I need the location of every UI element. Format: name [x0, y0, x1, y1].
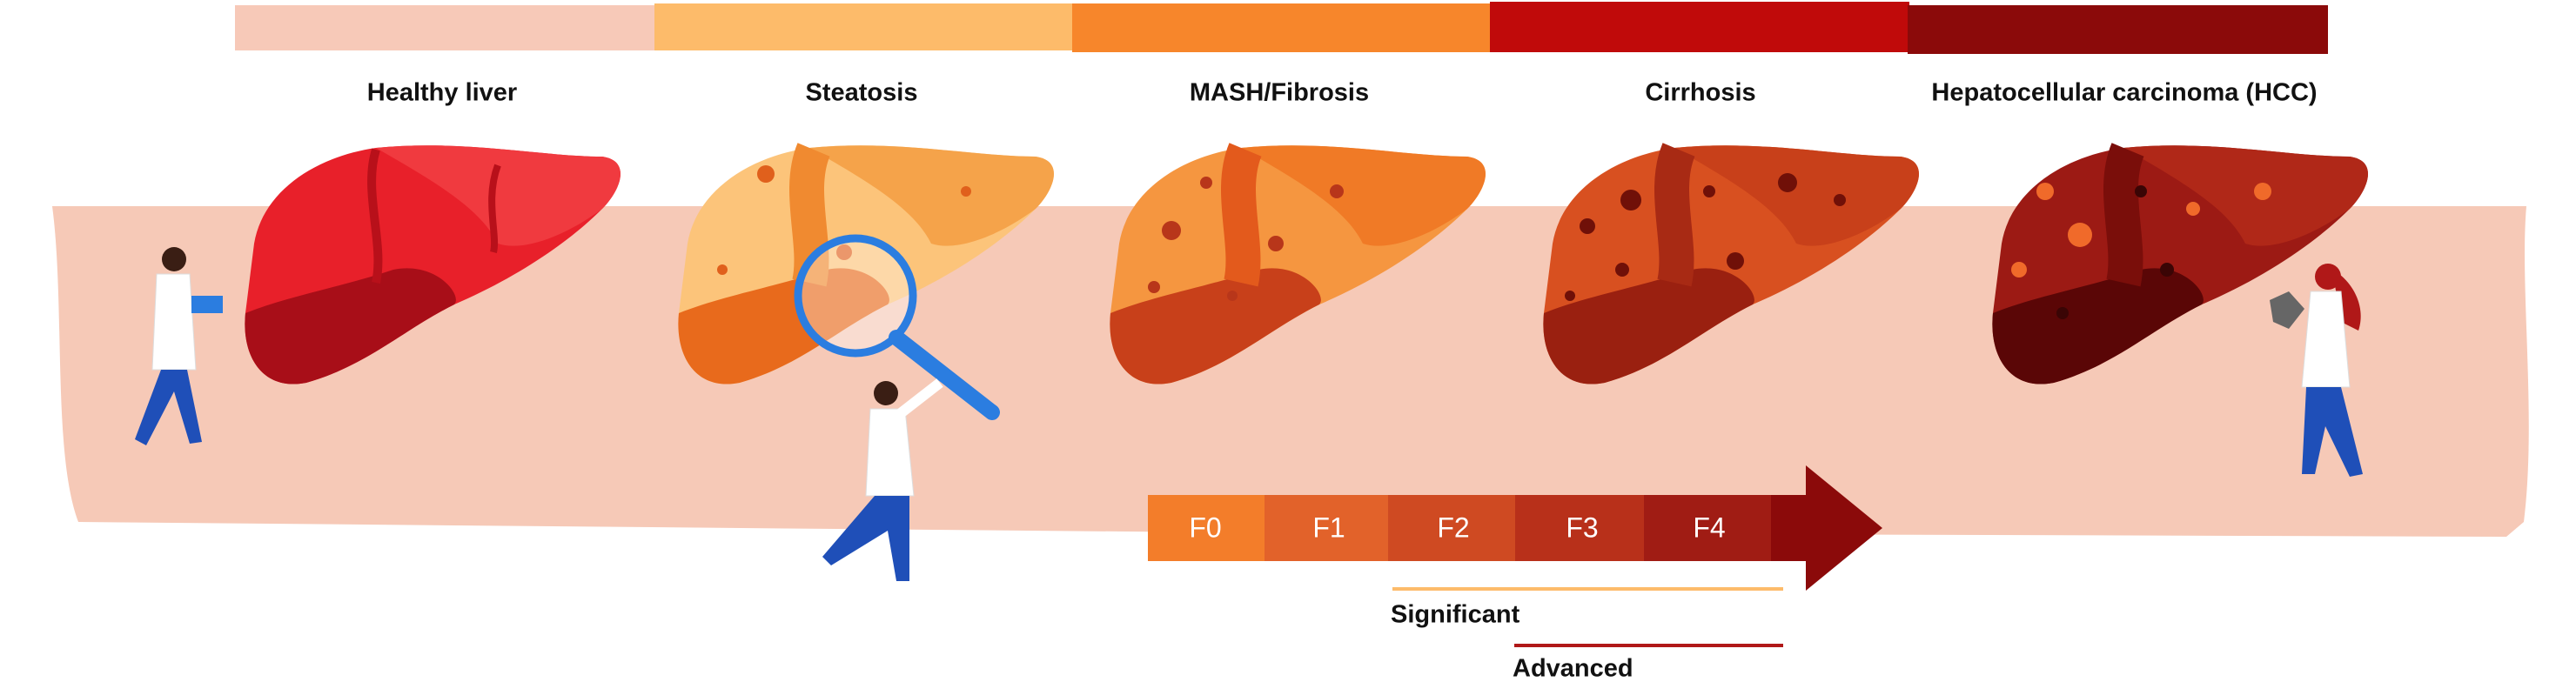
arrow-segment [1265, 495, 1388, 561]
stage-label: Cirrhosis [1645, 79, 1755, 107]
person-left [135, 247, 223, 445]
arrow-segment [1388, 495, 1515, 561]
bar-segment [1490, 2, 1909, 52]
bar-segment [1908, 5, 2328, 54]
bar-segment [1072, 3, 1492, 52]
person-right [2270, 264, 2363, 477]
significant-label: Significant [1391, 601, 1520, 629]
arrow-head [1771, 465, 1882, 591]
stage-label: MASH/Fibrosis [1190, 79, 1369, 107]
stage-label: Steatosis [806, 79, 918, 107]
background-band [52, 206, 2529, 537]
arrow-segment [1148, 495, 1265, 561]
advanced-label: Advanced [1513, 655, 1633, 682]
progression-bar [235, 2, 2328, 54]
liver-hcc [1992, 143, 2368, 384]
bar-segment [235, 5, 654, 50]
arrow-segment [1515, 495, 1644, 561]
person-center [822, 378, 943, 581]
liver-cirrhosis [1543, 143, 1919, 384]
fibrosis-stage: F0 [1189, 512, 1221, 543]
fibrosis-stage: F4 [1693, 512, 1725, 543]
liver-healthy [245, 145, 621, 384]
stage-label: Hepatocellular carcinoma (HCC) [1931, 79, 2317, 107]
stage-label: Healthy liver [367, 79, 517, 107]
bar-segment [654, 3, 1074, 50]
fibrosis-arrow: F0 F1 F2 F3 F4 [1148, 465, 1882, 591]
liver-steatosis [678, 143, 1054, 384]
fibrosis-stage: F1 [1312, 512, 1345, 543]
magnifier [794, 234, 1000, 420]
liver-mash [1110, 143, 1486, 384]
fibrosis-stage: F2 [1437, 512, 1469, 543]
arrow-segment [1644, 495, 1771, 561]
fibrosis-stage: F3 [1566, 512, 1598, 543]
